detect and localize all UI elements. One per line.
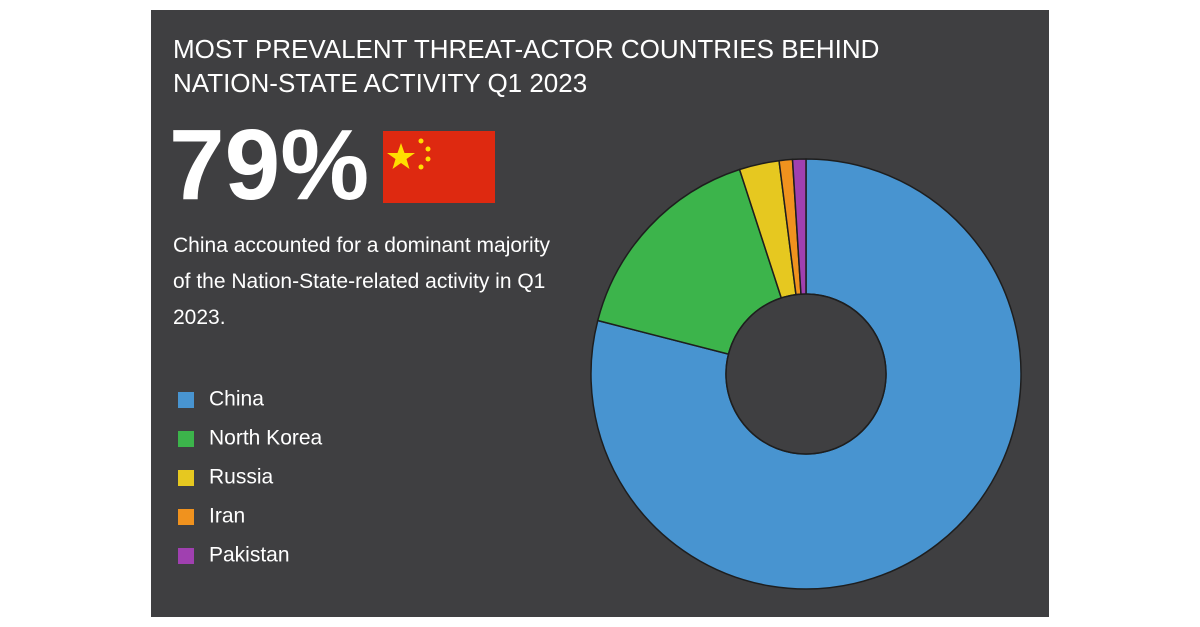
donut-hole bbox=[725, 293, 887, 455]
legend-label: Iran bbox=[209, 505, 245, 528]
description: China accounted for a dominant majority … bbox=[173, 234, 551, 329]
chart-title: MOST PREVALENT THREAT-ACTOR COUNTRIES BE… bbox=[173, 34, 880, 98]
legend-label: China bbox=[209, 388, 264, 411]
legend-swatch bbox=[178, 392, 194, 408]
legend-swatch bbox=[178, 431, 194, 447]
legend-swatch bbox=[178, 470, 194, 486]
headline: 79% bbox=[169, 109, 370, 221]
panel: MOST PREVALENT THREAT-ACTOR COUNTRIES BE… bbox=[151, 10, 1049, 617]
legend-label: North Korea bbox=[209, 427, 323, 450]
legend-label: Pakistan bbox=[209, 544, 290, 567]
chart: China North Korea Russia Iran Pakistan bbox=[178, 131, 1022, 590]
legend-label: Russia bbox=[209, 466, 274, 489]
flag bbox=[383, 131, 495, 203]
legend-swatch bbox=[178, 509, 194, 525]
legend-swatch bbox=[178, 548, 194, 564]
